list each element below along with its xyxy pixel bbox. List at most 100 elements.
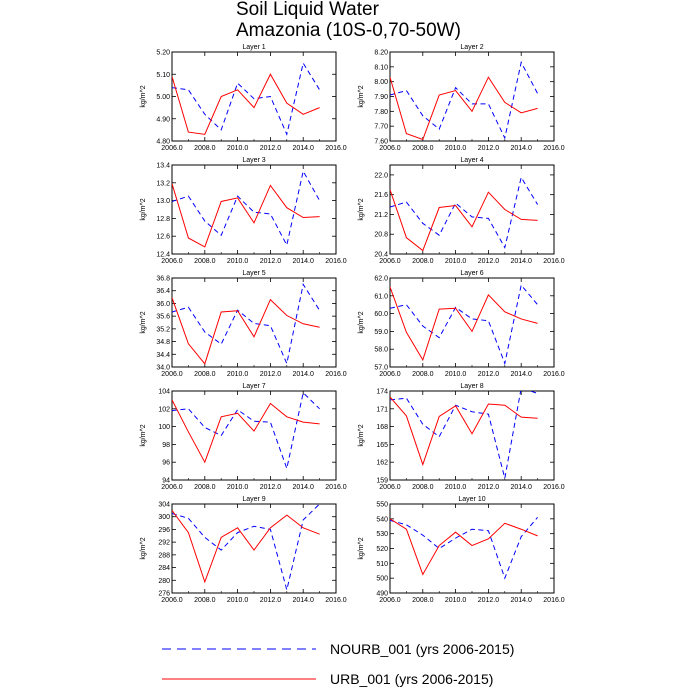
y-tick-label: 34.0 bbox=[156, 365, 170, 372]
y-tick-label: 59.0 bbox=[374, 329, 388, 336]
y-tick-label: 171 bbox=[376, 406, 388, 413]
x-tick-label: 2010.0 bbox=[227, 145, 249, 152]
y-tick-label: 4.80 bbox=[156, 139, 170, 146]
y-axis-label: kg/m^2 bbox=[140, 424, 147, 446]
x-tick-label: 2010.0 bbox=[227, 597, 249, 604]
x-tick-label: 2010.0 bbox=[445, 371, 467, 378]
plot-frame bbox=[171, 503, 337, 594]
y-tick-label: 284 bbox=[158, 565, 170, 572]
x-tick-label: 2008.0 bbox=[412, 258, 434, 265]
panel-title: Layer 9 bbox=[242, 496, 265, 503]
y-axis-label: kg/m^2 bbox=[140, 198, 147, 220]
chart-panel: Layer 1 2006.0 2008.0 2010.0 2012.0 2014.0 201… bbox=[140, 44, 347, 152]
x-tick-label: 2014.0 bbox=[510, 371, 532, 378]
series-line-urb bbox=[172, 183, 320, 248]
y-tick-label: 21.2 bbox=[374, 212, 388, 219]
y-tick-label: 4.90 bbox=[156, 116, 170, 123]
x-tick-label: 2012.0 bbox=[260, 145, 282, 152]
series-line-nourb bbox=[172, 61, 321, 136]
x-tick-label: 2006.0 bbox=[379, 145, 401, 152]
x-tick-label: 2006.0 bbox=[161, 145, 183, 152]
plot-frame bbox=[171, 390, 337, 481]
y-tick-label: 7.60 bbox=[374, 139, 388, 146]
y-tick-label: 165 bbox=[376, 442, 388, 449]
y-tick-label: 102 bbox=[158, 406, 170, 413]
y-axis-label: kg/m^2 bbox=[358, 198, 365, 220]
x-tick-label: 2006.0 bbox=[379, 371, 401, 378]
x-tick-label: 2008.0 bbox=[194, 258, 216, 265]
x-tick-label: 2008.0 bbox=[412, 145, 434, 152]
plot-frame bbox=[389, 277, 555, 368]
x-tick-label: 2010.0 bbox=[227, 371, 249, 378]
series-line-nourb bbox=[172, 283, 321, 366]
y-tick-label: 288 bbox=[158, 552, 170, 559]
chart-panel: Layer 7 2006.0 2008.0 2010.0 2012.0 2014.0 201… bbox=[140, 383, 347, 491]
y-tick-label: 174 bbox=[376, 389, 388, 396]
y-tick-label: 13.0 bbox=[156, 198, 170, 205]
series-line-urb bbox=[390, 286, 538, 362]
y-tick-label: 5.00 bbox=[156, 94, 170, 101]
y-tick-label: 36.0 bbox=[156, 301, 170, 308]
y-tick-label: 22.0 bbox=[374, 172, 388, 179]
y-axis-label: kg/m^2 bbox=[358, 537, 365, 559]
series-line-urb bbox=[390, 189, 538, 252]
y-tick-label: 7.90 bbox=[374, 94, 388, 101]
y-tick-label: 510 bbox=[376, 561, 388, 568]
y-tick-label: 162 bbox=[376, 460, 388, 467]
y-tick-label: 8.10 bbox=[374, 64, 388, 71]
panel-title: Layer 3 bbox=[242, 157, 265, 164]
y-tick-label: 20.8 bbox=[374, 232, 388, 239]
x-tick-label: 2008.0 bbox=[412, 371, 434, 378]
x-tick-label: 2006.0 bbox=[161, 597, 183, 604]
x-tick-label: 2008.0 bbox=[194, 371, 216, 378]
y-tick-label: 100 bbox=[158, 424, 170, 431]
x-tick-label: 2012.0 bbox=[478, 597, 500, 604]
x-tick-label: 2010.0 bbox=[227, 484, 249, 491]
y-tick-label: 5.10 bbox=[156, 72, 170, 79]
series-line-nourb bbox=[390, 517, 538, 580]
x-tick-label: 2010.0 bbox=[227, 258, 249, 265]
chart-panel: Layer 6 2006.0 2008.0 2010.0 2012.0 2014.0 201… bbox=[358, 270, 565, 378]
y-tick-label: 500 bbox=[376, 576, 388, 583]
y-axis-label: kg/m^2 bbox=[358, 424, 365, 446]
series-line-nourb bbox=[172, 504, 320, 590]
x-tick-label: 2016.0 bbox=[543, 484, 565, 491]
x-tick-label: 2008.0 bbox=[194, 484, 216, 491]
x-tick-label: 2006.0 bbox=[379, 258, 401, 265]
x-tick-label: 2010.0 bbox=[445, 258, 467, 265]
chart-panel: Layer 9 2006.0 2008.0 2010.0 2012.0 2014.0 201… bbox=[140, 496, 347, 604]
y-tick-label: 7.70 bbox=[374, 124, 388, 131]
y-tick-label: 292 bbox=[158, 540, 170, 547]
y-tick-label: 98 bbox=[162, 442, 170, 449]
x-tick-label: 2008.0 bbox=[194, 597, 216, 604]
panel-title: Layer 7 bbox=[242, 383, 265, 390]
y-tick-label: 21.6 bbox=[374, 192, 388, 199]
y-axis-label: kg/m^2 bbox=[358, 311, 365, 333]
y-tick-label: 490 bbox=[376, 591, 388, 598]
x-tick-label: 2014.0 bbox=[292, 145, 314, 152]
y-tick-label: 159 bbox=[376, 478, 388, 485]
y-tick-label: 8.20 bbox=[374, 50, 388, 57]
y-tick-label: 58.0 bbox=[374, 347, 388, 354]
x-tick-label: 2016.0 bbox=[543, 145, 565, 152]
x-tick-label: 2010.0 bbox=[445, 145, 467, 152]
series-line-urb bbox=[390, 396, 538, 467]
x-tick-label: 2014.0 bbox=[292, 258, 314, 265]
y-tick-label: 296 bbox=[158, 527, 170, 534]
panel-title: Layer 5 bbox=[242, 270, 265, 277]
x-tick-label: 2012.0 bbox=[260, 371, 282, 378]
x-tick-label: 2014.0 bbox=[510, 145, 532, 152]
panel-title: Layer 10 bbox=[458, 496, 485, 503]
panel-title: Layer 4 bbox=[460, 157, 483, 164]
y-tick-label: 34.4 bbox=[156, 352, 170, 359]
y-tick-label: 300 bbox=[158, 514, 170, 521]
y-tick-label: 12.6 bbox=[156, 234, 170, 241]
y-tick-label: 8.00 bbox=[374, 79, 388, 86]
x-tick-label: 2006.0 bbox=[161, 258, 183, 265]
figure-title-line-2: Amazonia (10S-0,70-50W) bbox=[236, 20, 461, 41]
x-tick-label: 2012.0 bbox=[260, 597, 282, 604]
chart-panel: Layer 8 2006.0 2008.0 2010.0 2012.0 2014.0 201… bbox=[358, 383, 565, 491]
y-tick-label: 13.4 bbox=[156, 163, 170, 170]
y-tick-label: 280 bbox=[158, 578, 170, 585]
